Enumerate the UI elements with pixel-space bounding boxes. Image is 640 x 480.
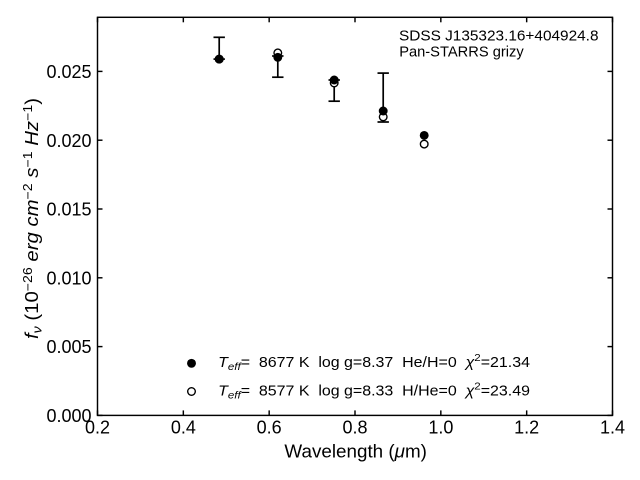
svg-text:0.005: 0.005 [46,337,91,357]
svg-text:Teff= 8677 K log g=8.37 He/: Teff= 8677 K log g=8.37 He/H=0 χ2=21.34 [218,352,530,373]
svg-text:0.4: 0.4 [171,417,196,437]
svg-text:SDSS J135323.16+404924.8: SDSS J135323.16+404924.8 [399,28,599,45]
svg-text:0.2: 0.2 [85,417,110,437]
svg-text:1.4: 1.4 [600,417,625,437]
svg-text:0.020: 0.020 [46,131,91,151]
svg-text:0.6: 0.6 [257,417,282,437]
svg-text:0.8: 0.8 [342,417,367,437]
svg-text:fν (10−26 erg cm−2 s−1 Hz−1): fν (10−26 erg cm−2 s−1 Hz−1) [21,98,45,339]
svg-text:0.015: 0.015 [46,200,91,220]
svg-text:0.010: 0.010 [46,268,91,288]
svg-text:Pan-STARRS grizy: Pan-STARRS grizy [399,43,524,60]
svg-text:Teff= 8577 K log g=8.33 H/H: Teff= 8577 K log g=8.33 H/He=0 χ2=23.49 [218,380,530,401]
svg-text:0.025: 0.025 [46,62,91,82]
svg-text:0.000: 0.000 [46,406,91,426]
svg-text:Wavelength (μm): Wavelength (μm) [284,441,427,462]
svg-text:1.2: 1.2 [514,417,539,437]
svg-text:1.0: 1.0 [428,417,453,437]
